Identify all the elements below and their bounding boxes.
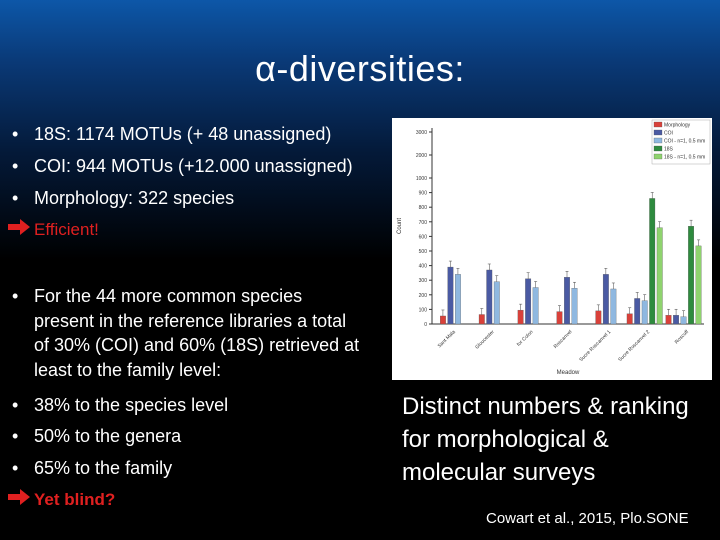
y-tick-label: 300 — [419, 278, 428, 284]
y-tick-label: 0 — [424, 322, 427, 328]
legend-swatch — [653, 129, 663, 136]
bullet-dot: • — [12, 124, 19, 144]
bar — [610, 288, 617, 325]
yet-blind-line: Yet blind? — [8, 489, 115, 510]
bullet-coi: • COI: 944 MOTUs (+12.000 unassigned) — [12, 156, 353, 177]
bullet-text: 38% to the species level — [34, 395, 229, 415]
bullet-18s: • 18S: 1174 MOTUs (+ 48 unassigned) — [12, 124, 331, 145]
x-axis-label: Meadow — [557, 370, 580, 376]
bar — [665, 315, 672, 325]
conclusion-text: Distinct numbers & ranking for morpholog… — [402, 393, 689, 486]
bullet-dot: • — [12, 156, 19, 176]
y-tick-label: 200 — [419, 293, 428, 299]
bar — [626, 313, 633, 325]
y-tick-label: 1000 — [416, 176, 427, 182]
y-tick-label: 700 — [419, 220, 428, 226]
legend-swatch — [653, 145, 663, 152]
y-axis-label: Count — [397, 218, 403, 234]
x-tick-label: Gloucester — [474, 329, 496, 351]
bar — [447, 266, 454, 325]
legend-swatch — [653, 137, 663, 144]
bar — [556, 311, 563, 325]
legend-label: COI — [664, 131, 673, 137]
bar — [493, 281, 500, 325]
bar — [532, 287, 539, 325]
bullet-text: COI: 944 MOTUs (+12.000 unassigned) — [34, 156, 353, 176]
y-tick-label: 500 — [419, 249, 428, 255]
x-tick-label: for Colon — [516, 329, 535, 348]
bar — [517, 309, 524, 325]
bar — [571, 288, 578, 325]
bar — [478, 314, 485, 325]
bullet-dot: • — [12, 395, 19, 415]
bar — [455, 274, 461, 325]
bar — [641, 300, 648, 325]
y-tick-label: 900 — [419, 191, 428, 197]
y-tick-label: 600 — [419, 234, 428, 240]
legend-label: 18S — [664, 147, 674, 153]
yet-blind-text: Yet blind? — [34, 490, 116, 509]
bar — [486, 269, 493, 325]
bullet-morphology: • Morphology: 322 species — [12, 188, 234, 209]
bullet-genera: • 50% to the genera — [12, 426, 181, 447]
bar — [688, 226, 694, 325]
bar — [656, 227, 663, 325]
bullet-text: Morphology: 322 species — [34, 188, 235, 208]
bullet-family: • 65% to the family — [12, 458, 172, 479]
citation: Cowart et al., 2015, Plo.SONE — [486, 510, 689, 527]
bullet-dot: • — [12, 188, 19, 208]
x-tick-label: Roscanvel — [553, 329, 574, 350]
y-tick-label: 100 — [419, 307, 428, 313]
bar-chart: 0 100 200 300 400 500 600 700 800 900 1000 2000 3000… — [392, 118, 712, 380]
bar — [564, 277, 570, 325]
legend-label: 18S - n=1, 0.5 mm — [664, 155, 705, 161]
x-tick-label: Sucre Roscanvel 2 — [617, 329, 651, 363]
legend-swatch — [653, 153, 663, 160]
bar — [680, 316, 687, 325]
legend-label: Morphology — [664, 123, 691, 129]
bullet-dot: • — [12, 286, 19, 306]
slide-title: α-diversities: — [255, 48, 465, 89]
bar — [525, 278, 532, 325]
bullet-text: 18S: 1174 MOTUs (+ 48 unassigned) — [34, 124, 332, 144]
bar — [695, 245, 702, 325]
bar-chart-svg: 0 100 200 300 400 500 600 700 800 900 1000 2000 3000… — [397, 119, 711, 376]
bar — [602, 274, 609, 325]
legend-swatch — [653, 121, 663, 128]
efficient-text: Efficient! — [34, 220, 99, 239]
bullet-text: 65% to the family — [34, 458, 173, 478]
bar — [649, 198, 656, 325]
arrow-right-icon — [8, 489, 30, 510]
y-tick-label: 400 — [419, 264, 428, 270]
bullet-common-species: • For the 44 more common species present… — [12, 284, 362, 382]
y-tick-label: 3000 — [416, 130, 427, 136]
bar — [634, 298, 641, 325]
x-tick-label: Sant Mala — [437, 329, 457, 349]
efficient-line: Efficient! — [8, 219, 99, 240]
x-tick-label: Roscoff — [674, 329, 691, 346]
bar — [440, 315, 446, 325]
y-tick-label: 2000 — [416, 153, 427, 159]
bullet-dot: • — [12, 426, 19, 446]
legend-label: COI - n=1, 0.5 mm — [664, 139, 705, 145]
bullet-text: For the 44 more common species present i… — [34, 286, 360, 380]
arrow-right-icon — [8, 219, 30, 240]
x-tick-label: Sucre Roscanvel 1 — [578, 329, 612, 363]
y-tick-label: 800 — [419, 205, 428, 211]
bar — [595, 310, 602, 325]
bar — [673, 315, 679, 325]
bullet-dot: • — [12, 458, 19, 478]
bullet-species-level: • 38% to the species level — [12, 395, 228, 416]
bullet-text: 50% to the genera — [34, 426, 182, 446]
